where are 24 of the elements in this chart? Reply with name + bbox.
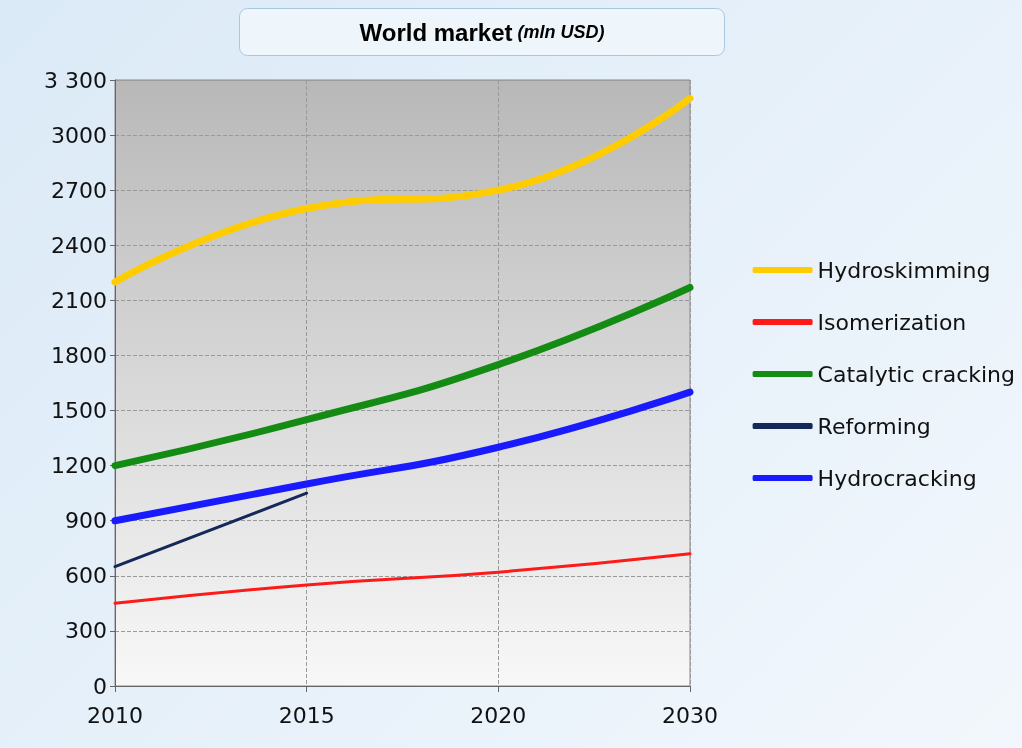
legend-label: Hydroskimming (817, 257, 991, 283)
y-tick-label: 2400 (51, 232, 107, 258)
y-tick-label: 300 (65, 618, 107, 644)
x-tick-label: 2030 (662, 702, 718, 728)
chart-title: World market (359, 18, 513, 46)
y-tick-label: 1200 (51, 453, 107, 479)
legend-label: Reforming (817, 413, 931, 439)
y-tick-label: 1500 (51, 398, 107, 424)
legend-label: Isomerization (817, 309, 967, 335)
y-tick-label: 1800 (51, 342, 107, 368)
line-series (113, 552, 692, 605)
legend-label: Catalytic cracking (817, 361, 1015, 387)
x-tick-label: 2015 (278, 702, 335, 728)
y-tick-label: 0 (93, 673, 107, 699)
y-tick-label: 900 (65, 508, 107, 534)
legend-label: Hydrocracking (817, 465, 977, 491)
x-tick-label: 2020 (470, 702, 527, 728)
chart-subtitle: (mln USD) (517, 22, 605, 42)
x-tick-label: 2010 (87, 702, 143, 728)
y-tick-label: 3000 (51, 122, 107, 148)
y-tick-label: 2700 (51, 177, 107, 203)
y-tick-label: 3 300 (44, 67, 107, 93)
y-tick-label: 600 (65, 563, 107, 589)
y-tick-label: 2100 (51, 287, 107, 313)
